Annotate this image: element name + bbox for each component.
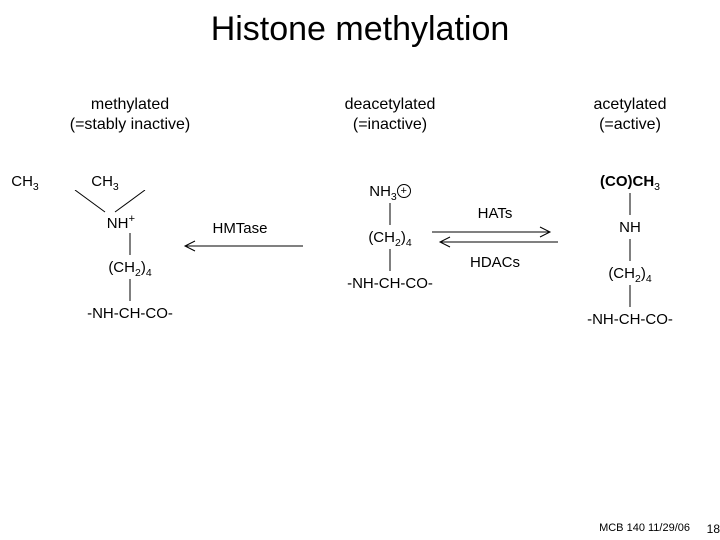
column-methylated: methylated (=stably inactive) CH3 CH3 NH… [30,95,230,135]
state-label-acetylated: acetylated (=active) [530,95,720,135]
state-label-deacetylated: deacetylated (=inactive) [290,95,490,135]
bond-nh3-ch2 [390,203,391,225]
bond-ch3-nh [70,190,150,214]
footer-text: MCB 140 11/29/06 [599,522,690,534]
backbone-mid: -NH-CH-CO- [290,275,490,292]
nh3-plus: NH3+ [290,183,490,203]
column-acetylated: acetylated (=active) (CO)CH3 NH (CH2)4 -… [530,95,720,135]
ch2-4-left: (CH2)4 [30,259,230,279]
bond-nh-ch2-right [630,239,631,261]
bond-ch2-backbone-left [130,279,131,301]
bond-coch3-nh [630,193,631,215]
label-hdacs: HDACs [430,254,560,271]
arrow-hmtase: HMTase [175,240,305,252]
ch3-left-a: CH3 [0,173,65,193]
arrow-hats-hdacs: HATs HDACs [430,225,560,249]
bond-nh-ch2 [130,233,131,255]
state-label-methylated: methylated (=stably inactive) [30,95,230,135]
bond-ch2-backbone-mid [390,249,391,271]
backbone-right: -NH-CH-CO- [530,311,720,328]
page-number: 18 [700,522,720,536]
bond-ch2-backbone-right [630,285,631,307]
slide-title: Histone methylation [0,10,720,49]
label-hmtase: HMTase [175,220,305,237]
coch3: (CO)CH3 [530,173,720,193]
column-deacetylated: deacetylated (=inactive) NH3+ (CH2)4 -NH… [290,95,490,135]
label-hats: HATs [430,205,560,222]
backbone-left: -NH-CH-CO- [30,305,230,322]
